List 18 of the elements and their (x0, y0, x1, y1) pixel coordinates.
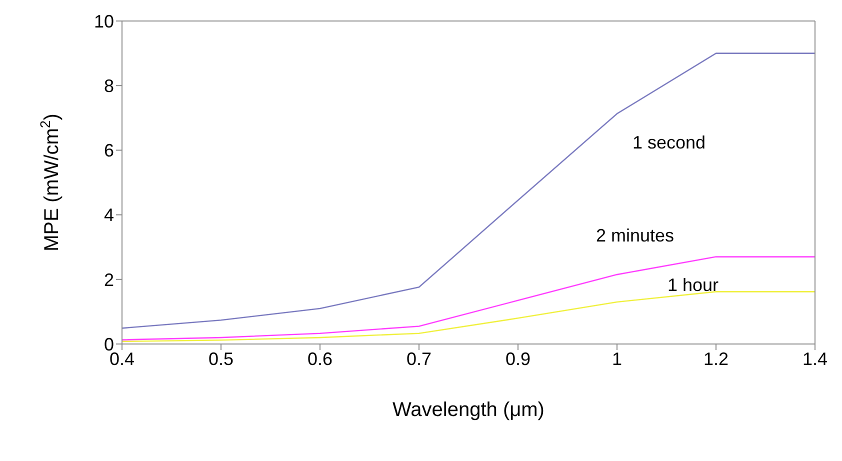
y-tick-label: 2 (104, 270, 114, 290)
series-label: 1 hour (667, 274, 719, 295)
x-tick-label: 1 (612, 348, 622, 369)
y-tick-label: 8 (104, 76, 114, 96)
x-tick-label: 1.4 (802, 348, 828, 369)
x-tick-label: 0.9 (505, 348, 531, 369)
x-tick-label: 0.6 (307, 348, 333, 369)
series-label: 2 minutes (596, 225, 674, 246)
line-series (121, 52, 816, 329)
y-tick-label: 6 (104, 140, 114, 161)
y-tick-label: 4 (104, 205, 114, 226)
series-label: 1 second (632, 132, 706, 152)
line-series (121, 256, 816, 340)
y-tick-label: 10 (94, 11, 114, 32)
x-tick-label: 0.7 (406, 348, 432, 369)
x-tick-label: 1.2 (703, 348, 729, 369)
x-axis-title: Wavelength (μm) (392, 399, 544, 421)
x-tick-label: 0.5 (208, 348, 234, 369)
